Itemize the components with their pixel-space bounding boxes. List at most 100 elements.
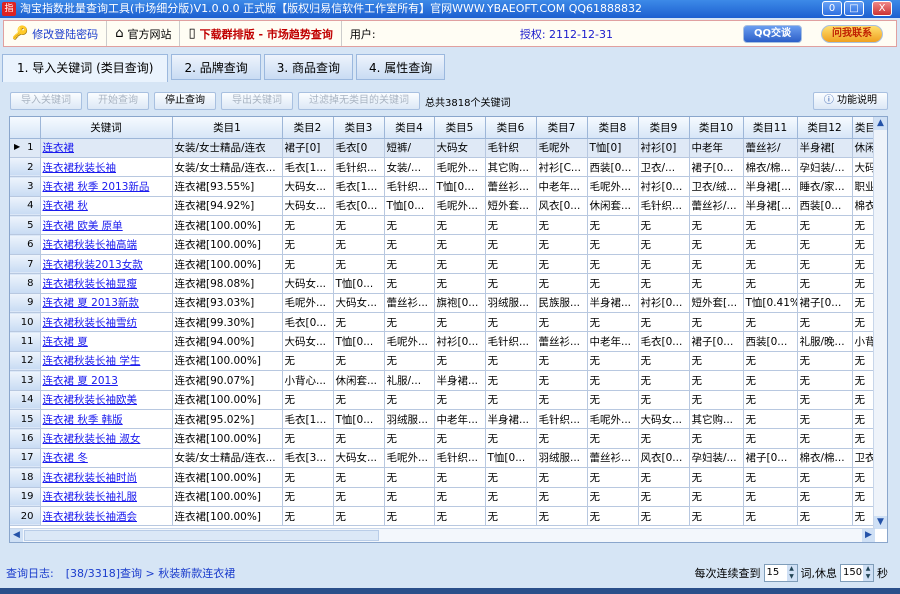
- keyword-cell[interactable]: 连衣裙秋装长袖: [40, 157, 173, 178]
- row-header[interactable]: 19: [10, 487, 41, 507]
- download-trend-button[interactable]: ▯ 下载群排版 - 市场趋势查询: [180, 21, 342, 46]
- keyword-link[interactable]: 连衣裙秋装长袖显瘦: [42, 277, 138, 290]
- keyword-cell[interactable]: 连衣裙秋装长袖 学生: [40, 351, 173, 372]
- table-row[interactable]: 6 连衣裙秋装长袖高端 连衣裙[100.00%] 无无无无无无无无无无无无: [10, 234, 887, 255]
- tab-4[interactable]: 4. 属性查询: [355, 54, 446, 80]
- rest-stepper[interactable]: 150 ▲ ▼: [840, 564, 874, 582]
- table-row[interactable]: ▶ 1 连衣裙 女装/女士精品/连衣 裙子[0] 毛衣[0 短裤/大码女 毛针织 毛呢外 T恤[0…: [10, 138, 887, 158]
- table-row[interactable]: 12 连衣裙秋装长袖 学生 连衣裙[100.00%] 无无无无无无无无无无无无: [10, 351, 887, 372]
- vertical-scrollbar[interactable]: ▲ ▼: [873, 117, 887, 529]
- row-header[interactable]: 16: [10, 428, 41, 449]
- row-header[interactable]: 3: [10, 176, 41, 197]
- column-header[interactable]: 类目12: [797, 117, 853, 139]
- keyword-cell[interactable]: 连衣裙 欧美 原单: [40, 215, 173, 236]
- table-row[interactable]: 19 连衣裙秋装长袖礼服 连衣裙[100.00%] 无无无无无无无无无无无无: [10, 487, 887, 507]
- keyword-cell[interactable]: 连衣裙秋装长袖高端: [40, 234, 173, 255]
- keyword-cell[interactable]: 连衣裙秋装长袖欧美: [40, 390, 173, 410]
- keyword-link[interactable]: 连衣裙秋装长袖 学生: [42, 355, 141, 368]
- horizontal-scroll-thumb[interactable]: [24, 530, 379, 541]
- help-button[interactable]: ⓘ 功能说明: [812, 92, 888, 110]
- table-row[interactable]: 11 连衣裙 夏 连衣裙[94.00%] 大码女... T恤[0... 毛呢外... 衬衫[…: [10, 331, 887, 352]
- minimize-button[interactable]: 0: [822, 1, 842, 16]
- keyword-cell[interactable]: 连衣裙 秋季 韩版: [40, 409, 173, 430]
- table-row[interactable]: 18 连衣裙秋装长袖时尚 连衣裙[100.00%] 无无无无无无无无无无无无: [10, 467, 887, 488]
- row-header[interactable]: 10: [10, 312, 41, 333]
- keyword-cell[interactable]: 连衣裙: [40, 138, 173, 158]
- keyword-link[interactable]: 连衣裙: [42, 142, 75, 155]
- keyword-cell[interactable]: 连衣裙秋装2013女款: [40, 254, 173, 275]
- keyword-link[interactable]: 连衣裙 夏 2013新款: [42, 297, 139, 310]
- contact-button[interactable]: 问我联系: [821, 24, 883, 43]
- keyword-link[interactable]: 连衣裙秋装长袖: [42, 161, 117, 174]
- table-row[interactable]: 3 连衣裙 秋季 2013新品 连衣裙[93.55%] 大码女... 毛衣[1... 毛针…: [10, 176, 887, 197]
- table-row[interactable]: 10 连衣裙秋装长袖雪纺 连衣裙[99.30%] 毛衣[0... 无无无无无无无无无无无: [10, 312, 887, 333]
- start-query-button[interactable]: 开始查询: [87, 92, 149, 110]
- scroll-right-icon[interactable]: ▶: [862, 529, 875, 542]
- row-header[interactable]: 18: [10, 467, 41, 488]
- scroll-left-icon[interactable]: ◀: [10, 529, 23, 542]
- horizontal-scrollbar[interactable]: ◀ ▶: [10, 528, 875, 542]
- keyword-link[interactable]: 连衣裙 秋季 2013新品: [42, 180, 150, 193]
- per-batch-stepper[interactable]: 15 ▲ ▼: [763, 564, 798, 582]
- table-row[interactable]: 15 连衣裙 秋季 韩版 连衣裙[95.02%] 毛衣[1... T恤[0... 羽绒服.…: [10, 409, 887, 430]
- keyword-link[interactable]: 连衣裙秋装长袖 淑女: [42, 433, 141, 446]
- row-header[interactable]: 5: [10, 215, 41, 236]
- row-header[interactable]: ▶ 1: [10, 138, 41, 158]
- table-row[interactable]: 8 连衣裙秋装长袖显瘦 连衣裙[98.08%] 大码女... T恤[0... 无无无无无无…: [10, 273, 887, 294]
- keyword-cell[interactable]: 连衣裙 夏: [40, 331, 173, 352]
- column-header[interactable]: 类目8: [587, 117, 639, 139]
- table-row[interactable]: 17 连衣裙 冬 女装/女士精品/连衣... 毛衣[3... 大码女... 毛呢外... 毛…: [10, 448, 887, 469]
- column-header[interactable]: 类目6: [485, 117, 537, 139]
- column-header[interactable]: 类目10: [689, 117, 744, 139]
- close-button[interactable]: X: [872, 1, 892, 16]
- keyword-cell[interactable]: 连衣裙秋装长袖雪纺: [40, 312, 173, 333]
- keyword-link[interactable]: 连衣裙 夏: [42, 336, 88, 349]
- keyword-link[interactable]: 连衣裙 欧美 原单: [42, 219, 123, 232]
- keyword-cell[interactable]: 连衣裙秋装长袖时尚: [40, 467, 173, 488]
- row-header[interactable]: 8: [10, 273, 41, 294]
- row-header[interactable]: 7: [10, 254, 41, 275]
- keyword-cell[interactable]: 连衣裙 秋: [40, 196, 173, 217]
- keyword-link[interactable]: 连衣裙秋装长袖酒会: [42, 510, 138, 523]
- column-header[interactable]: 类目1: [172, 117, 283, 139]
- keyword-link[interactable]: 连衣裙 夏 2013: [42, 374, 118, 387]
- keyword-link[interactable]: 连衣裙秋装长袖欧美: [42, 394, 138, 407]
- scroll-down-icon[interactable]: ▼: [874, 516, 887, 529]
- row-header[interactable]: 14: [10, 390, 41, 410]
- keyword-link[interactable]: 连衣裙 冬: [42, 452, 88, 465]
- change-password-button[interactable]: 🔑 修改登陆密码: [4, 21, 108, 46]
- column-header[interactable]: 关键词: [40, 117, 173, 139]
- export-keywords-button[interactable]: 导出关键词: [221, 92, 293, 110]
- row-header[interactable]: 9: [10, 293, 41, 314]
- tab-1[interactable]: 1. 导入关键词 (类目查询): [2, 54, 169, 82]
- qq-chat-button[interactable]: QQ交谈: [742, 24, 802, 43]
- filter-keywords-button[interactable]: 过滤掉无类目的关键词: [298, 92, 420, 110]
- row-header[interactable]: 2: [10, 157, 41, 178]
- keyword-link[interactable]: 连衣裙 秋季 韩版: [42, 413, 123, 426]
- tab-3[interactable]: 3. 商品查询: [263, 54, 353, 80]
- keyword-cell[interactable]: 连衣裙 夏 2013: [40, 370, 173, 391]
- keyword-link[interactable]: 连衣裙秋装长袖时尚: [42, 471, 138, 484]
- row-header[interactable]: 6: [10, 234, 41, 255]
- row-header[interactable]: 11: [10, 331, 41, 352]
- table-row[interactable]: 4 连衣裙 秋 连衣裙[94.92%] 大码女... 毛衣[0... T恤[0... 毛呢外…: [10, 196, 887, 217]
- keyword-cell[interactable]: 连衣裙 夏 2013新款: [40, 293, 173, 314]
- keyword-link[interactable]: 连衣裙秋装长袖礼服: [42, 491, 138, 504]
- row-header[interactable]: 15: [10, 409, 41, 430]
- keyword-link[interactable]: 连衣裙秋装长袖高端: [42, 239, 138, 252]
- stop-query-button[interactable]: 停止查询: [154, 92, 216, 110]
- keyword-cell[interactable]: 连衣裙秋装长袖显瘦: [40, 273, 173, 294]
- table-row[interactable]: 16 连衣裙秋装长袖 淑女 连衣裙[100.00%] 无无无无无无无无无无无无: [10, 428, 887, 449]
- table-row[interactable]: 9 连衣裙 夏 2013新款 连衣裙[93.03%] 毛呢外... 大码女... 蕾丝衫.…: [10, 293, 887, 314]
- keyword-cell[interactable]: 连衣裙秋装长袖 淑女: [40, 428, 173, 449]
- table-row[interactable]: 2 连衣裙秋装长袖 女装/女士精品/连衣... 毛衣[1... 毛针织... 女装/...…: [10, 157, 887, 178]
- keyword-cell[interactable]: 连衣裙秋装长袖酒会: [40, 506, 173, 527]
- column-header[interactable]: 类目11: [743, 117, 798, 139]
- tab-2[interactable]: 2. 品牌查询: [171, 54, 261, 80]
- stepper-arrows-icon[interactable]: ▲ ▼: [786, 565, 797, 581]
- column-header[interactable]: 类目5: [434, 117, 486, 139]
- stepper-arrows-icon[interactable]: ▲ ▼: [863, 565, 873, 581]
- keyword-cell[interactable]: 连衣裙 冬: [40, 448, 173, 469]
- row-header[interactable]: 13: [10, 370, 41, 391]
- column-header[interactable]: 类目7: [536, 117, 588, 139]
